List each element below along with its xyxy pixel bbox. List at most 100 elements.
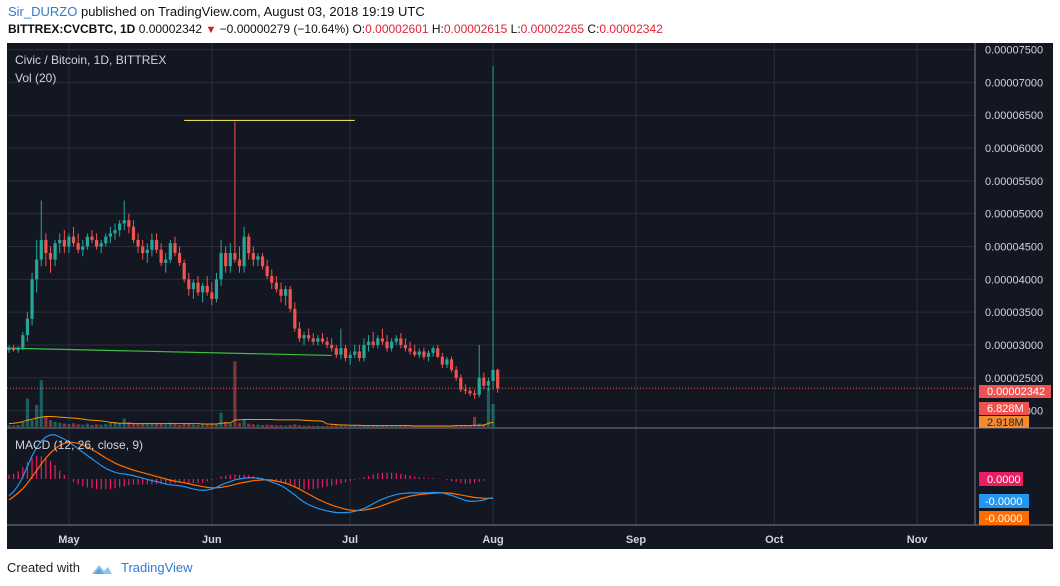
macd-signal-line	[8, 441, 494, 512]
candle-body	[191, 282, 195, 290]
volume-bar	[353, 425, 357, 427]
candle-body	[496, 369, 500, 389]
candle-body	[454, 369, 458, 378]
last-price: 0.00002342	[138, 22, 203, 36]
y-tick-label: 0.00007500	[985, 45, 1043, 57]
candle-body	[426, 352, 431, 357]
volume-bar	[76, 424, 80, 427]
candle	[251, 246, 255, 267]
volume-tag-text: 6.828M	[987, 403, 1024, 415]
candle-body	[58, 239, 62, 244]
candle-body	[233, 253, 237, 260]
candle-body	[343, 348, 348, 359]
volume-bar	[265, 424, 269, 427]
candle-body	[468, 390, 472, 394]
candle	[256, 253, 260, 267]
volume-bar	[440, 425, 444, 427]
green-trend-line	[0, 347, 332, 357]
candle-body	[16, 347, 20, 351]
volume-bar	[67, 423, 71, 427]
chart-panel[interactable]: 0.00007500 0.00007000 0.00006500 0.00006000…	[0, 43, 1053, 549]
candle-body	[145, 249, 149, 254]
candle-body	[320, 338, 325, 342]
candle	[150, 233, 154, 257]
candle-body	[279, 289, 283, 296]
volume-bar	[205, 424, 209, 427]
candle-body	[413, 351, 417, 355]
volume-bar	[330, 425, 334, 427]
candle	[99, 239, 103, 254]
candle	[228, 243, 232, 273]
candle	[260, 253, 265, 270]
volume-bar	[113, 421, 117, 427]
y-tick-label: 0.00006000	[985, 143, 1043, 155]
volume-bar	[348, 425, 352, 427]
candle-body	[357, 351, 361, 359]
volume-bar	[284, 425, 288, 427]
candle	[366, 335, 371, 352]
volume-bar	[7, 425, 11, 427]
candle-body	[113, 230, 117, 234]
candle	[187, 272, 191, 296]
volume-bar	[297, 425, 302, 427]
candle-body	[486, 381, 491, 386]
candle-body	[380, 338, 385, 342]
volume-bar	[228, 423, 232, 427]
macd-line-tag: -0.0000	[979, 494, 1029, 508]
volume-bar	[187, 423, 191, 427]
low-value: 0.00002265	[520, 22, 585, 36]
signal-line-tag: -0.0000	[979, 511, 1029, 525]
candle-body	[390, 341, 394, 349]
volume-bar	[122, 418, 126, 427]
volume-bar	[62, 423, 66, 427]
volume-ma-tag: 2.918M	[979, 416, 1029, 429]
candle	[108, 226, 113, 244]
volume-bar	[154, 423, 159, 427]
candle	[426, 350, 431, 362]
volume-bar	[408, 425, 412, 427]
candle-body	[293, 308, 297, 329]
y-tick-label: 0.00005500	[985, 176, 1043, 188]
candle-body	[90, 236, 94, 240]
candle-body	[76, 243, 80, 250]
candle	[145, 243, 149, 263]
candle-body	[288, 289, 292, 309]
candle-body	[311, 338, 315, 342]
y-tick-label: 0.00004000	[985, 274, 1043, 286]
candle	[233, 121, 237, 263]
author-link[interactable]: Sir_DURZO	[8, 4, 78, 19]
volume-bar	[463, 425, 467, 427]
candle	[353, 344, 357, 359]
candle	[371, 331, 375, 349]
candle	[385, 335, 389, 352]
volume-bar	[454, 425, 458, 427]
chart-svg[interactable]: 0.00007500 0.00007000 0.00006500 0.00006000…	[0, 43, 1053, 549]
close-value: 0.00002342	[599, 22, 663, 36]
candle	[339, 328, 343, 360]
volume-bar	[251, 424, 255, 427]
candle	[16, 346, 20, 353]
volume-bar	[30, 420, 34, 427]
publish-line: Sir_DURZO published on TradingView.com, …	[8, 4, 425, 19]
candle-body	[491, 369, 495, 382]
candle-body	[399, 338, 403, 345]
volume-bar	[491, 403, 495, 427]
candle-body	[449, 359, 454, 370]
candle	[44, 233, 48, 267]
volume-bar	[274, 425, 278, 427]
candle	[141, 239, 145, 260]
candle	[362, 338, 366, 362]
candle	[422, 347, 426, 360]
candle-body	[477, 377, 481, 395]
y-tick-label: 0.00006500	[985, 110, 1043, 122]
volume-ma-tag-text: 2.918M	[987, 417, 1024, 429]
volume-bar	[426, 425, 431, 427]
volume-bar	[431, 425, 435, 427]
candle	[90, 230, 94, 244]
high-value: 0.00002615	[443, 22, 508, 36]
symbol-label: BITTREX:CVCBTC, 1D	[8, 22, 136, 36]
candle-body	[445, 359, 449, 365]
candle-body	[394, 338, 398, 342]
tradingview-link[interactable]: TradingView	[121, 560, 193, 575]
volume-bar	[302, 425, 306, 427]
